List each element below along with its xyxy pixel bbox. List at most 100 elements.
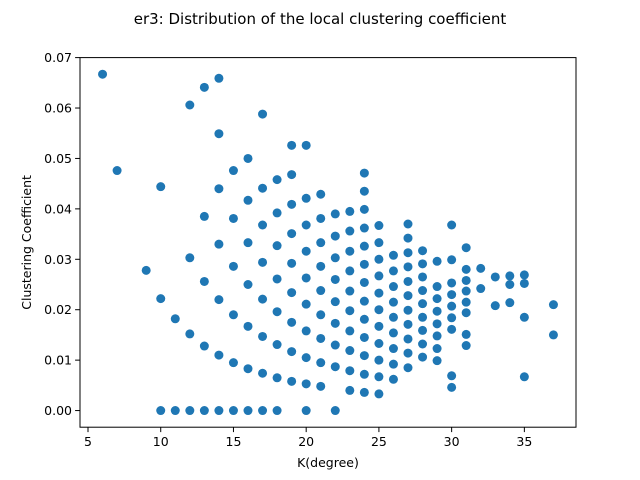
data-point [243,238,253,248]
data-point [359,241,369,251]
data-point [490,301,500,311]
data-point [418,299,428,309]
data-point [519,312,529,322]
data-point [228,166,238,176]
y-axis-label: Clustering Coefficient [19,175,34,310]
data-point [199,341,209,351]
data-point [432,356,442,366]
data-point [228,213,238,223]
data-point [301,246,311,256]
data-point [258,183,268,193]
data-point [243,364,253,374]
data-point [476,263,486,273]
data-point [388,266,398,276]
data-point [359,296,369,306]
data-point [330,274,340,284]
data-point [461,286,471,296]
data-point [170,314,180,324]
data-point [301,379,311,389]
data-point [228,310,238,320]
data-point [432,256,442,266]
data-point [388,297,398,307]
data-point [345,346,355,356]
data-point [447,301,457,311]
data-point [432,319,442,329]
data-point [461,243,471,253]
data-point [403,276,413,286]
data-point [418,246,428,256]
data-point [316,261,326,271]
y-tick-label: 0.07 [44,50,72,65]
data-point [243,153,253,163]
data-point [447,371,457,381]
data-point [330,340,340,350]
data-point [447,382,457,392]
data-point [418,312,428,322]
data-point [214,239,224,249]
data-point [185,329,195,339]
data-point [272,307,282,317]
data-point [228,406,238,416]
y-tick-label: 0.06 [44,101,72,116]
data-point [403,319,413,329]
data-point [548,330,558,340]
data-point [345,226,355,236]
data-point [388,344,398,354]
data-point [287,229,297,239]
data-point [345,206,355,216]
data-point [272,373,282,383]
data-point [258,406,268,416]
data-point [316,358,326,368]
data-point [287,376,297,386]
data-point [388,312,398,322]
data-point [228,358,238,368]
y-tick-label: 0.02 [44,302,72,317]
data-point [330,406,340,416]
data-point [316,189,326,199]
data-point [418,339,428,349]
data-point [243,195,253,205]
data-point [359,387,369,397]
data-point [301,193,311,203]
x-axis-label: K(degree) [297,455,359,470]
data-point [432,306,442,316]
data-point [403,219,413,229]
data-point [374,271,384,281]
data-point [403,262,413,272]
data-point [345,366,355,376]
data-point [258,368,268,378]
y-tick-label: 0.00 [44,403,72,418]
data-point [141,265,151,275]
x-tick-label: 25 [371,434,387,449]
data-point [301,140,311,150]
data-point [388,328,398,338]
data-point [258,294,268,304]
data-point [374,355,384,365]
data-point [272,241,282,251]
data-point [345,286,355,296]
y-tick-label: 0.04 [44,201,72,216]
y-axis-ticks: 0.00 0.01 0.02 0.03 0.04 0.05 0.06 0.07 [44,50,80,418]
data-points [98,69,558,416]
data-point [287,347,297,357]
data-point [301,220,311,230]
data-point [432,331,442,341]
data-point [447,278,457,288]
data-point [519,372,529,382]
data-point [287,258,297,268]
data-point [287,199,297,209]
data-point [301,273,311,283]
x-tick-label: 15 [226,434,242,449]
x-tick-label: 10 [153,434,169,449]
data-point [301,326,311,336]
data-point [359,204,369,214]
data-point [359,332,369,342]
data-point [505,271,515,281]
data-point [330,209,340,219]
data-point [461,275,471,285]
data-point [418,259,428,269]
data-point [403,291,413,301]
data-point [388,359,398,369]
data-point [272,274,282,284]
